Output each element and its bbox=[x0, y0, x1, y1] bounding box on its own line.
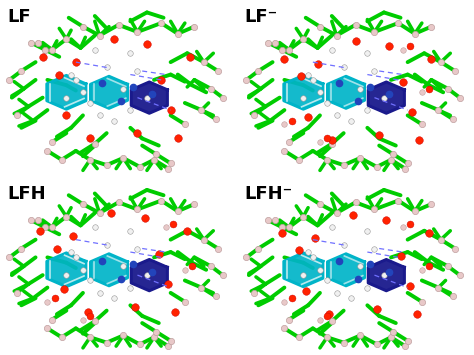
Polygon shape bbox=[47, 253, 86, 287]
Text: LF⁻: LF⁻ bbox=[244, 8, 277, 26]
Polygon shape bbox=[368, 260, 404, 291]
Polygon shape bbox=[284, 253, 323, 287]
Polygon shape bbox=[131, 82, 167, 113]
Text: LF: LF bbox=[7, 8, 31, 26]
Polygon shape bbox=[47, 75, 86, 109]
Polygon shape bbox=[368, 82, 404, 113]
Polygon shape bbox=[328, 76, 365, 108]
Polygon shape bbox=[91, 76, 128, 108]
Polygon shape bbox=[91, 254, 128, 286]
Text: LFH⁻: LFH⁻ bbox=[244, 185, 292, 203]
Polygon shape bbox=[328, 254, 365, 286]
Text: LFH: LFH bbox=[7, 185, 46, 203]
Polygon shape bbox=[284, 75, 323, 109]
Polygon shape bbox=[131, 260, 167, 291]
